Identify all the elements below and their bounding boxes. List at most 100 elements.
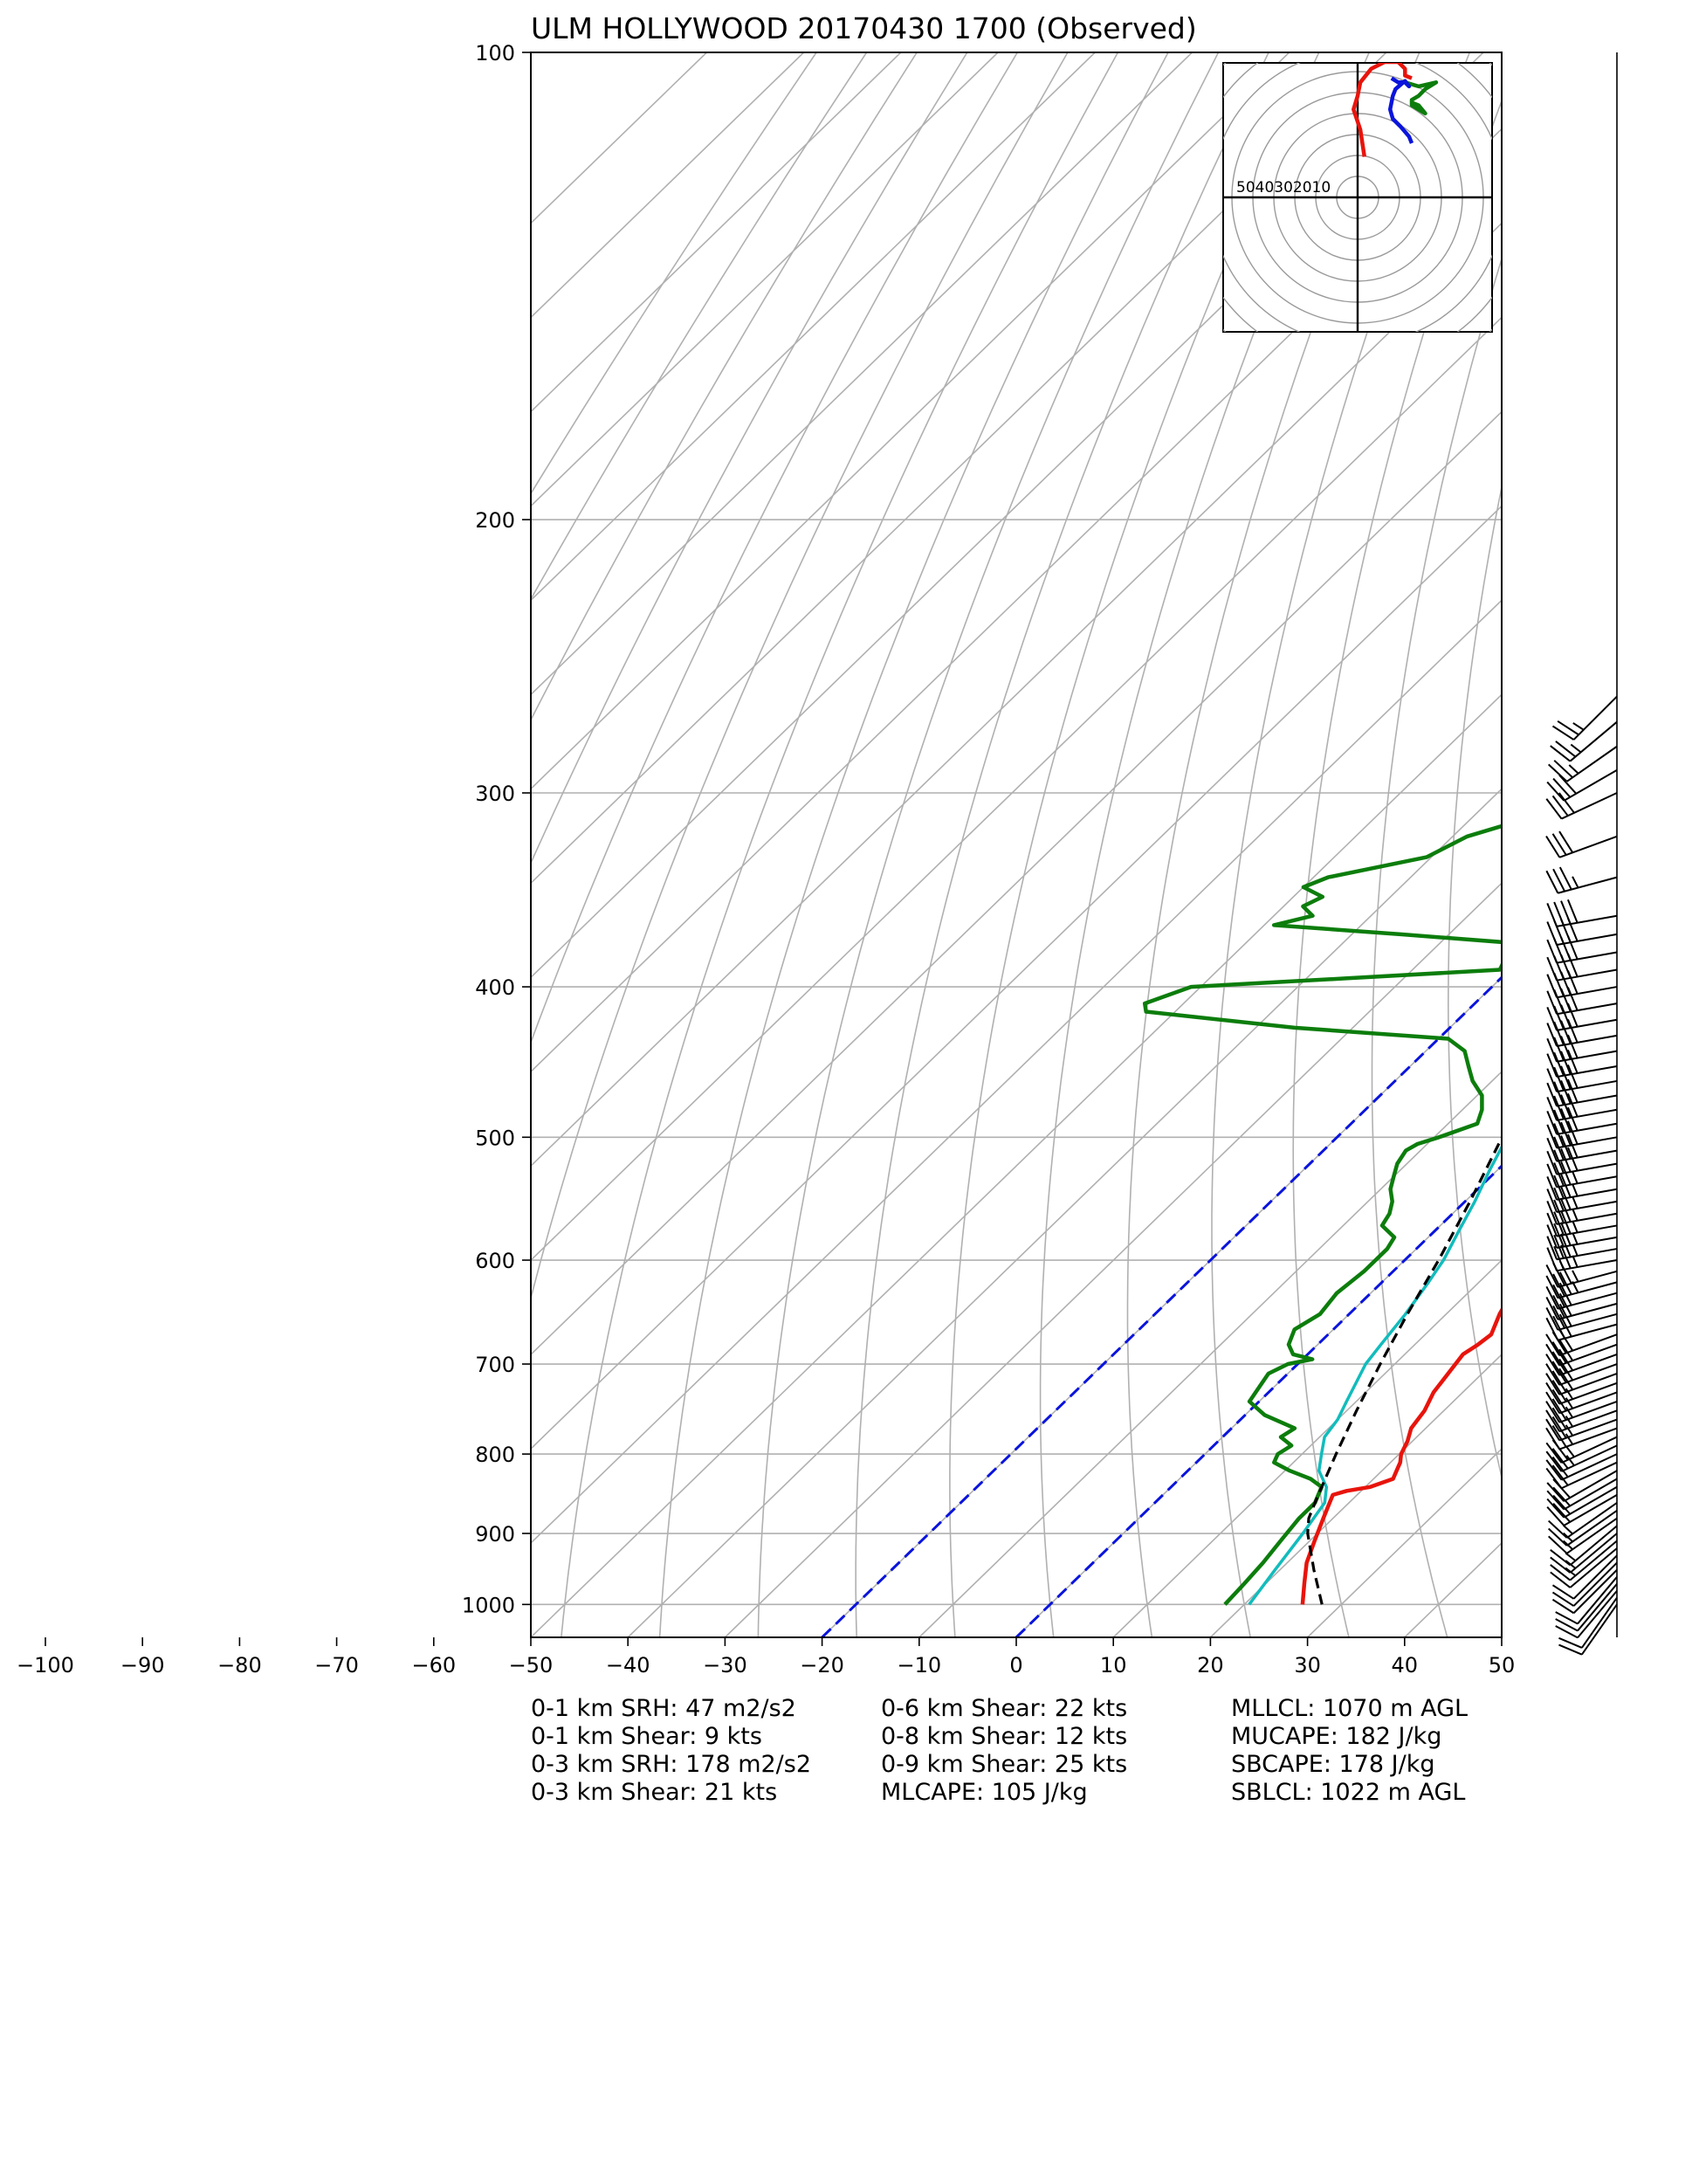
x-tick-label: 40	[1392, 1653, 1419, 1678]
wind-barb	[1548, 1510, 1618, 1547]
hodo_mid-trace	[1404, 80, 1439, 116]
y-tick-label: 400	[475, 975, 515, 1000]
wind-barb	[1551, 1554, 1618, 1600]
wind-barb	[1546, 1050, 1618, 1078]
stat-srh-0-3: 0-3 km SRH: 178 m2/s2	[531, 1751, 812, 1778]
x-tick-label: −100	[17, 1653, 74, 1678]
dewpoint-trace	[1142, 823, 1502, 1606]
stat-shear-0-1: 0-1 km Shear: 9 kts	[531, 1723, 762, 1750]
dry-adiabat	[1039, 52, 1370, 1637]
x-tick-label: −10	[897, 1653, 941, 1678]
stat-mllcl: MLLCL: 1070 m AGL	[1231, 1695, 1469, 1722]
isotherm-gridline	[531, 52, 902, 413]
stat-mucape: MUCAPE: 182 J/kg	[1231, 1723, 1442, 1750]
isotherm-gridline	[531, 599, 1502, 1545]
wind-barb	[1546, 1092, 1618, 1121]
dry-adiabat	[531, 52, 817, 495]
temperature-trace	[1300, 1306, 1502, 1605]
x-tick-label: 20	[1197, 1653, 1224, 1678]
wind-barb	[1545, 1348, 1618, 1376]
stat-shear-0-9: 0-9 km Shear: 25 kts	[881, 1751, 1128, 1778]
wind-barb	[1546, 1064, 1618, 1093]
wind-barb	[1550, 1547, 1618, 1588]
parcel-trace	[1306, 1134, 1502, 1605]
isotherm-gridline	[822, 976, 1502, 1637]
wind-barb	[1555, 1576, 1618, 1625]
dry-adiabat	[1448, 483, 1502, 1481]
y-tick-label: 200	[475, 508, 515, 533]
dry-adiabat	[658, 52, 1169, 1637]
wind-barb	[1545, 1398, 1618, 1423]
wind-barb	[1545, 1271, 1618, 1299]
dry-adiabat	[531, 52, 1018, 1045]
wind-barb	[1551, 1561, 1618, 1607]
isotherm-gridline	[531, 52, 1193, 696]
sounding-traces	[1142, 823, 1502, 1606]
wind-barb	[1555, 1583, 1618, 1632]
wind-barb	[1546, 1002, 1618, 1031]
x-tick-label: −30	[703, 1653, 747, 1678]
stat-srh-0-1: 0-1 km SRH: 47 m2/s2	[531, 1695, 796, 1722]
wind-barb	[1545, 830, 1618, 858]
y-tick-label: 600	[475, 1249, 515, 1273]
stat-shear-0-8: 0-8 km Shear: 12 kts	[881, 1723, 1128, 1750]
wind-barb	[1545, 792, 1618, 820]
isotherm-gridline	[531, 52, 1387, 885]
dry-adiabat	[531, 52, 918, 722]
isotherm-gridline	[531, 52, 708, 224]
wind-barb	[1546, 1478, 1618, 1511]
wind-barb	[1545, 1358, 1618, 1386]
wind-barb	[1546, 899, 1618, 927]
x-tick-label: 10	[1100, 1653, 1127, 1678]
dry-adiabats	[531, 52, 1502, 1637]
isotherm-gridline	[531, 52, 999, 507]
wind-barb	[1551, 695, 1618, 741]
stat-sbcape: SBCAPE: 178 J/kg	[1231, 1751, 1435, 1778]
dry-adiabat	[531, 52, 868, 601]
wind-barb	[1546, 1106, 1618, 1135]
x-tick-label: −80	[217, 1653, 262, 1678]
isotherm-gridline	[1015, 1165, 1502, 1637]
wind-barb	[1546, 768, 1618, 802]
wind-barb	[1545, 1425, 1618, 1450]
x-tick-label: −50	[509, 1653, 554, 1678]
dry-adiabat	[1211, 52, 1471, 1637]
hodo_high-trace	[1387, 76, 1414, 144]
wind-barb	[1545, 1368, 1618, 1395]
wind-barb	[1546, 1244, 1618, 1272]
isotherm-gridline	[918, 1071, 1502, 1637]
wind-barbs	[1545, 52, 1618, 1656]
wind-barb	[1545, 1416, 1618, 1442]
isotherm-gridline	[1209, 1354, 1502, 1637]
wind-barb	[1546, 1133, 1618, 1162]
wind-barb	[1546, 1078, 1618, 1107]
temperature-axis: −100 −90 −80 −70 −60 −50 −40 −30 −20 −10 0 10 20 30 40…	[17, 1637, 1515, 1678]
isotherm-gridline	[531, 52, 805, 319]
wind-barb	[1548, 1502, 1618, 1539]
stat-shear-0-6: 0-6 km Shear: 22 kts	[881, 1695, 1128, 1722]
dry-adiabat	[531, 52, 1069, 1301]
hodograph-ring-labels: 5040302010	[1236, 179, 1331, 196]
wind-barb	[1545, 866, 1618, 894]
x-tick-label: 0	[1009, 1653, 1022, 1678]
wind-barb	[1551, 1569, 1618, 1615]
wind-barb	[1546, 1485, 1618, 1519]
isotherm-gridline	[531, 52, 1484, 979]
dry-adiabat	[949, 52, 1320, 1637]
y-tick-label: 1000	[462, 1593, 515, 1617]
dry-adiabat	[855, 52, 1269, 1637]
x-tick-label: 30	[1294, 1653, 1321, 1678]
stat-sblcl: SBLCL: 1022 m AGL	[1231, 1779, 1466, 1806]
dry-adiabat	[1126, 52, 1420, 1637]
wind-barb	[1548, 1517, 1618, 1554]
wind-barb	[1545, 1444, 1618, 1472]
wind-barb	[1546, 1494, 1618, 1526]
y-tick-label: 800	[475, 1443, 515, 1467]
y-tick-label: 500	[475, 1126, 515, 1150]
dry-adiabat	[1371, 256, 1502, 1637]
isotherm-gridline	[531, 52, 1096, 602]
wind-barb	[1546, 1034, 1618, 1063]
x-tick-label: 50	[1489, 1653, 1516, 1678]
wind-barb	[1545, 1380, 1618, 1405]
